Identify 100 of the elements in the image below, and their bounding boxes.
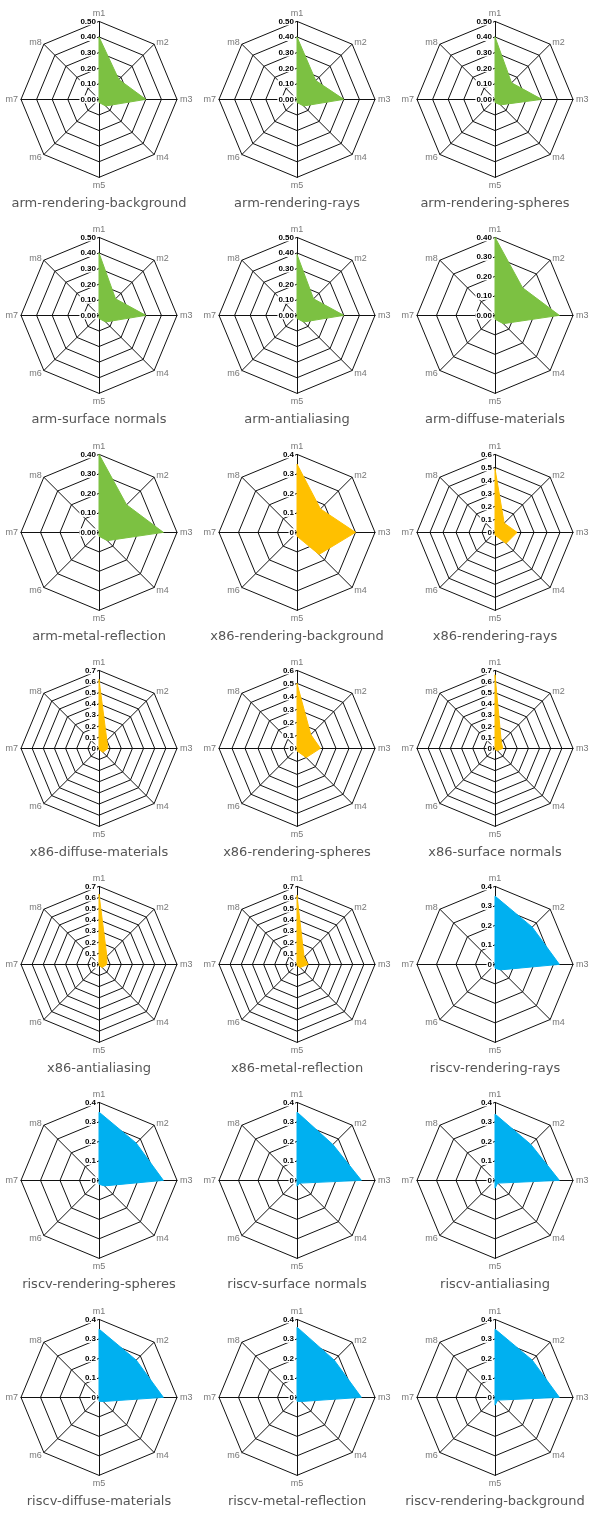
spoke-label: m2 (354, 469, 367, 480)
spoke-label: m1 (488, 656, 502, 667)
spoke-label: m4 (156, 584, 169, 595)
spoke-label: m7 (203, 1392, 216, 1403)
spoke-label: m3 (378, 1392, 391, 1403)
spoke-label: m4 (552, 1016, 565, 1027)
spoke-label: m2 (552, 253, 565, 264)
spoke-label: m4 (354, 151, 367, 162)
spoke-label: m7 (203, 743, 216, 754)
spoke-label: m5 (488, 1044, 502, 1055)
y-tick-label: 0.3 (282, 468, 295, 478)
spoke-label: m1 (488, 440, 502, 451)
y-tick-label: 0.7 (84, 881, 97, 891)
y-tick-label: 0.00 (476, 94, 493, 104)
y-tick-label: 0.4 (84, 1098, 97, 1108)
y-tick-label: 0.3 (282, 704, 295, 714)
y-tick-label: 0.4 (282, 449, 295, 459)
y-tick-label: 0.20 (476, 272, 493, 282)
spoke-label: m2 (156, 902, 169, 913)
spoke-label: m8 (425, 685, 438, 696)
spoke-label: m5 (92, 1044, 106, 1055)
text: riscv-metal-reflection (227, 1492, 367, 1508)
text: riscv-rendering-background (405, 1492, 585, 1508)
spoke-label: m5 (488, 1261, 502, 1272)
y-tick-label: 0.30 (278, 264, 295, 274)
y-tick-label: 0.3 (480, 488, 493, 498)
spoke-label: m7 (203, 526, 216, 537)
y-tick-label: 0.1 (480, 1373, 493, 1383)
spoke-label: m7 (203, 94, 216, 105)
y-tick-label: 0.40 (80, 449, 97, 459)
spoke-label: m1 (290, 1089, 304, 1100)
spoke-label: m3 (576, 743, 589, 754)
spoke-label: m6 (425, 1016, 438, 1027)
spoke-label: m5 (290, 1477, 304, 1488)
spoke-label: m5 (92, 1477, 106, 1488)
spoke-label: m2 (552, 1118, 565, 1129)
spoke-label: m7 (401, 94, 414, 105)
y-tick-label: 0 (487, 1176, 493, 1186)
spoke-label: m3 (576, 310, 589, 321)
y-tick-label: 0.50 (80, 16, 97, 26)
spoke-label: m4 (156, 151, 169, 162)
spoke-label: m8 (29, 1118, 42, 1129)
spoke-label: m1 (92, 7, 106, 18)
y-tick-label: 0.40 (476, 233, 493, 243)
spoke-label: m2 (156, 469, 169, 480)
spoke-label: m5 (290, 179, 304, 190)
text: riscv-surface normals (227, 1276, 367, 1292)
spoke-label: m2 (354, 902, 367, 913)
y-tick-label: 0.2 (480, 721, 493, 731)
y-tick-label: 0.2 (282, 488, 295, 498)
spoke-label: m1 (290, 656, 304, 667)
spoke-label: m4 (552, 800, 565, 811)
spoke-label: m2 (156, 685, 169, 696)
y-tick-label: 0.30 (476, 48, 493, 58)
spoke-label: m2 (354, 685, 367, 696)
y-tick-label: 0.5 (480, 462, 493, 472)
y-tick-label: 0.20 (80, 63, 97, 73)
y-tick-label: 0.30 (476, 252, 493, 262)
y-tick-label: 0.2 (480, 1137, 493, 1147)
spoke-label: m2 (552, 469, 565, 480)
spoke-label: m3 (378, 526, 391, 537)
spoke-label: m7 (203, 310, 216, 321)
spoke-label: m6 (227, 1449, 240, 1460)
y-tick-label: 0.6 (84, 893, 97, 903)
spoke-label: m8 (29, 253, 42, 264)
text: x86-rendering-spheres (223, 843, 372, 859)
spoke-label: m3 (180, 310, 193, 321)
y-tick-label: 0.6 (282, 665, 295, 675)
y-tick-label: 0.20 (476, 63, 493, 73)
y-tick-label: 0.20 (80, 279, 97, 289)
y-tick-label: 0.3 (282, 1117, 295, 1127)
spoke-label: m5 (290, 1261, 304, 1272)
spoke-label: m5 (92, 396, 106, 407)
y-tick-label: 0.2 (480, 501, 493, 511)
spoke-label: m4 (552, 1233, 565, 1244)
y-tick-label: 0.4 (480, 699, 493, 709)
spoke-label: m5 (92, 828, 106, 839)
spoke-label: m8 (425, 253, 438, 264)
y-tick-label: 0.2 (84, 721, 97, 731)
spoke-label: m3 (180, 1392, 193, 1403)
spoke-label: m1 (92, 656, 106, 667)
spoke-label: m3 (378, 1175, 391, 1186)
spoke-label: m2 (354, 37, 367, 48)
spoke-label: m3 (180, 743, 193, 754)
spoke-label: m7 (401, 959, 414, 970)
y-tick-label: 0.4 (84, 915, 97, 925)
spoke-label: m8 (29, 37, 42, 48)
text: x86-metal-reflection (230, 1060, 364, 1076)
y-tick-label: 0.50 (278, 16, 295, 26)
y-tick-label: 0.20 (80, 488, 97, 498)
spoke-label: m5 (290, 396, 304, 407)
spoke-label: m5 (92, 179, 106, 190)
text: riscv-antialiasing (440, 1276, 550, 1292)
spoke-label: m1 (290, 7, 304, 18)
spoke-label: m2 (354, 1334, 367, 1345)
y-tick-label: 0.2 (480, 1353, 493, 1363)
spoke-label: m7 (401, 1392, 414, 1403)
y-tick-label: 0.10 (476, 291, 493, 301)
spoke-label: m7 (401, 1175, 414, 1186)
spoke-label: m8 (425, 1118, 438, 1129)
